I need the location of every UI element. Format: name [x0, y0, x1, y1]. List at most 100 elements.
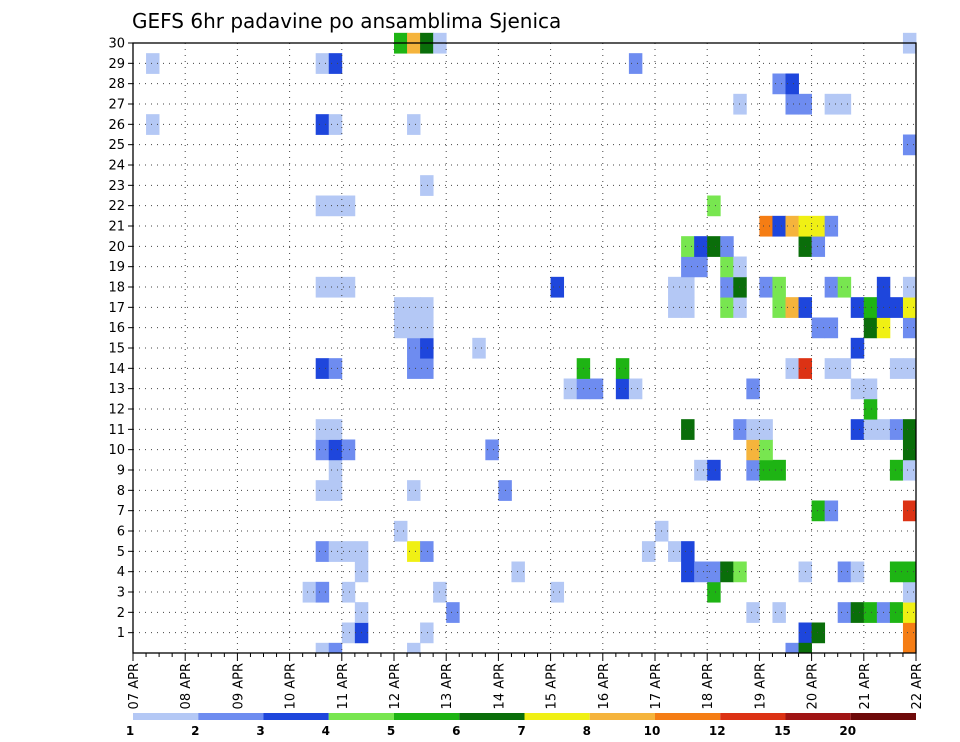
heatmap-cell	[328, 114, 343, 135]
legend-swatch	[589, 713, 655, 720]
legend-swatch	[524, 713, 590, 720]
y-tick-label: 3	[117, 586, 125, 601]
heatmap-cell	[811, 236, 826, 257]
y-tick-label: 2	[117, 606, 125, 621]
heatmap-cell	[315, 114, 330, 135]
heatmap-cell	[902, 276, 917, 298]
heatmap-cell	[707, 581, 721, 603]
x-tick-label: 07 APR	[127, 663, 142, 709]
heatmap-cell	[772, 215, 786, 237]
heatmap-cell	[837, 561, 852, 583]
heatmap-cell	[850, 419, 865, 440]
heatmap-cell	[811, 500, 826, 522]
heatmap-cell	[707, 195, 721, 217]
y-tick-label: 4	[117, 565, 125, 580]
heatmap-cell	[681, 561, 695, 583]
heatmap-cell	[889, 358, 904, 379]
heatmap-cell	[902, 459, 917, 481]
y-tick-label: 5	[117, 545, 125, 560]
heatmap-cell	[341, 541, 356, 562]
heatmap-cell	[902, 439, 917, 461]
y-tick-label: 17	[108, 301, 125, 316]
heatmap-cell	[407, 317, 421, 339]
y-tick-label: 29	[108, 57, 125, 72]
heatmap-cell	[328, 642, 343, 653]
legend-label: 20	[839, 724, 856, 738]
heatmap-cell	[902, 297, 917, 318]
heatmap-cell	[824, 358, 839, 379]
heatmap-cell	[589, 378, 604, 400]
y-tick-label: 6	[117, 525, 125, 540]
heatmap-cell	[328, 541, 343, 562]
heatmap-cell	[407, 480, 421, 501]
heatmap-cell	[315, 581, 330, 603]
y-tick-label: 15	[108, 342, 125, 357]
heatmap-cell	[328, 439, 343, 461]
heatmap-cell	[889, 602, 904, 623]
heatmap-cell	[146, 53, 160, 74]
heatmap-cell	[315, 53, 330, 74]
legend-swatch	[263, 713, 329, 720]
heatmap-cell	[811, 317, 826, 339]
legend-label: 15	[774, 724, 791, 738]
heatmap-cell	[720, 256, 734, 278]
heatmap-cell	[824, 215, 839, 237]
heatmap-cell	[694, 561, 708, 583]
heatmap-cell	[302, 581, 317, 603]
y-tick-label: 14	[108, 362, 125, 377]
legend-label: 2	[191, 724, 199, 738]
heatmap-cell	[341, 622, 356, 644]
heatmap-cell	[420, 297, 434, 318]
heatmap-cell	[850, 561, 865, 583]
heatmap-cell	[772, 459, 786, 481]
heatmap-cell	[902, 134, 917, 156]
heatmap-cell	[328, 419, 343, 440]
y-tick-label: 12	[108, 403, 125, 418]
x-tick-label: 09 APR	[231, 663, 246, 709]
y-tick-label: 28	[108, 77, 125, 92]
legend-label: 6	[452, 724, 460, 738]
heatmap-cell	[746, 419, 760, 440]
heatmap-cell	[707, 459, 721, 481]
heatmap-cell	[315, 480, 330, 501]
heatmap-cell	[837, 276, 852, 298]
x-tick-label: 11 APR	[336, 663, 351, 709]
heatmap-cell	[772, 276, 786, 298]
x-tick-label: 21 APR	[858, 663, 873, 709]
heatmap-cell	[615, 378, 630, 400]
heatmap-cell	[824, 276, 839, 298]
heatmap-cell	[850, 602, 865, 623]
heatmap-cell	[707, 236, 721, 257]
heatmap-cell	[420, 317, 434, 339]
heatmap-cell	[668, 541, 682, 562]
heatmap-cell	[824, 93, 839, 115]
heatmap-cell	[785, 215, 799, 237]
legend-label: 12	[709, 724, 726, 738]
heatmap-cell	[563, 378, 578, 400]
y-tick-label: 1	[117, 626, 125, 641]
heatmap-cell	[394, 520, 408, 542]
heatmap-cell	[420, 175, 434, 196]
x-tick-label: 16 APR	[597, 663, 612, 709]
heatmap-cell	[328, 358, 343, 379]
heatmap-cell	[837, 602, 852, 623]
heatmap-cell	[863, 398, 878, 420]
heatmap-cell	[902, 581, 917, 603]
legend-label: 3	[256, 724, 264, 738]
heatmap-cell	[863, 419, 878, 440]
heatmap-cell	[328, 459, 343, 481]
heatmap-cell	[341, 581, 356, 603]
heatmap-cell	[902, 642, 917, 653]
heatmap-cell	[420, 337, 434, 359]
heatmap-cell	[328, 195, 343, 217]
y-tick-label: 22	[108, 199, 125, 214]
heatmap-cell	[315, 195, 330, 217]
heatmap-cell	[407, 642, 421, 653]
y-tick-label: 8	[117, 484, 125, 499]
heatmap-cell	[315, 358, 330, 379]
heatmap-cell	[733, 419, 747, 440]
legend-swatch	[394, 713, 460, 720]
heatmap-cell	[407, 297, 421, 318]
heatmap-cell	[694, 459, 708, 481]
heatmap-cell	[315, 642, 330, 653]
